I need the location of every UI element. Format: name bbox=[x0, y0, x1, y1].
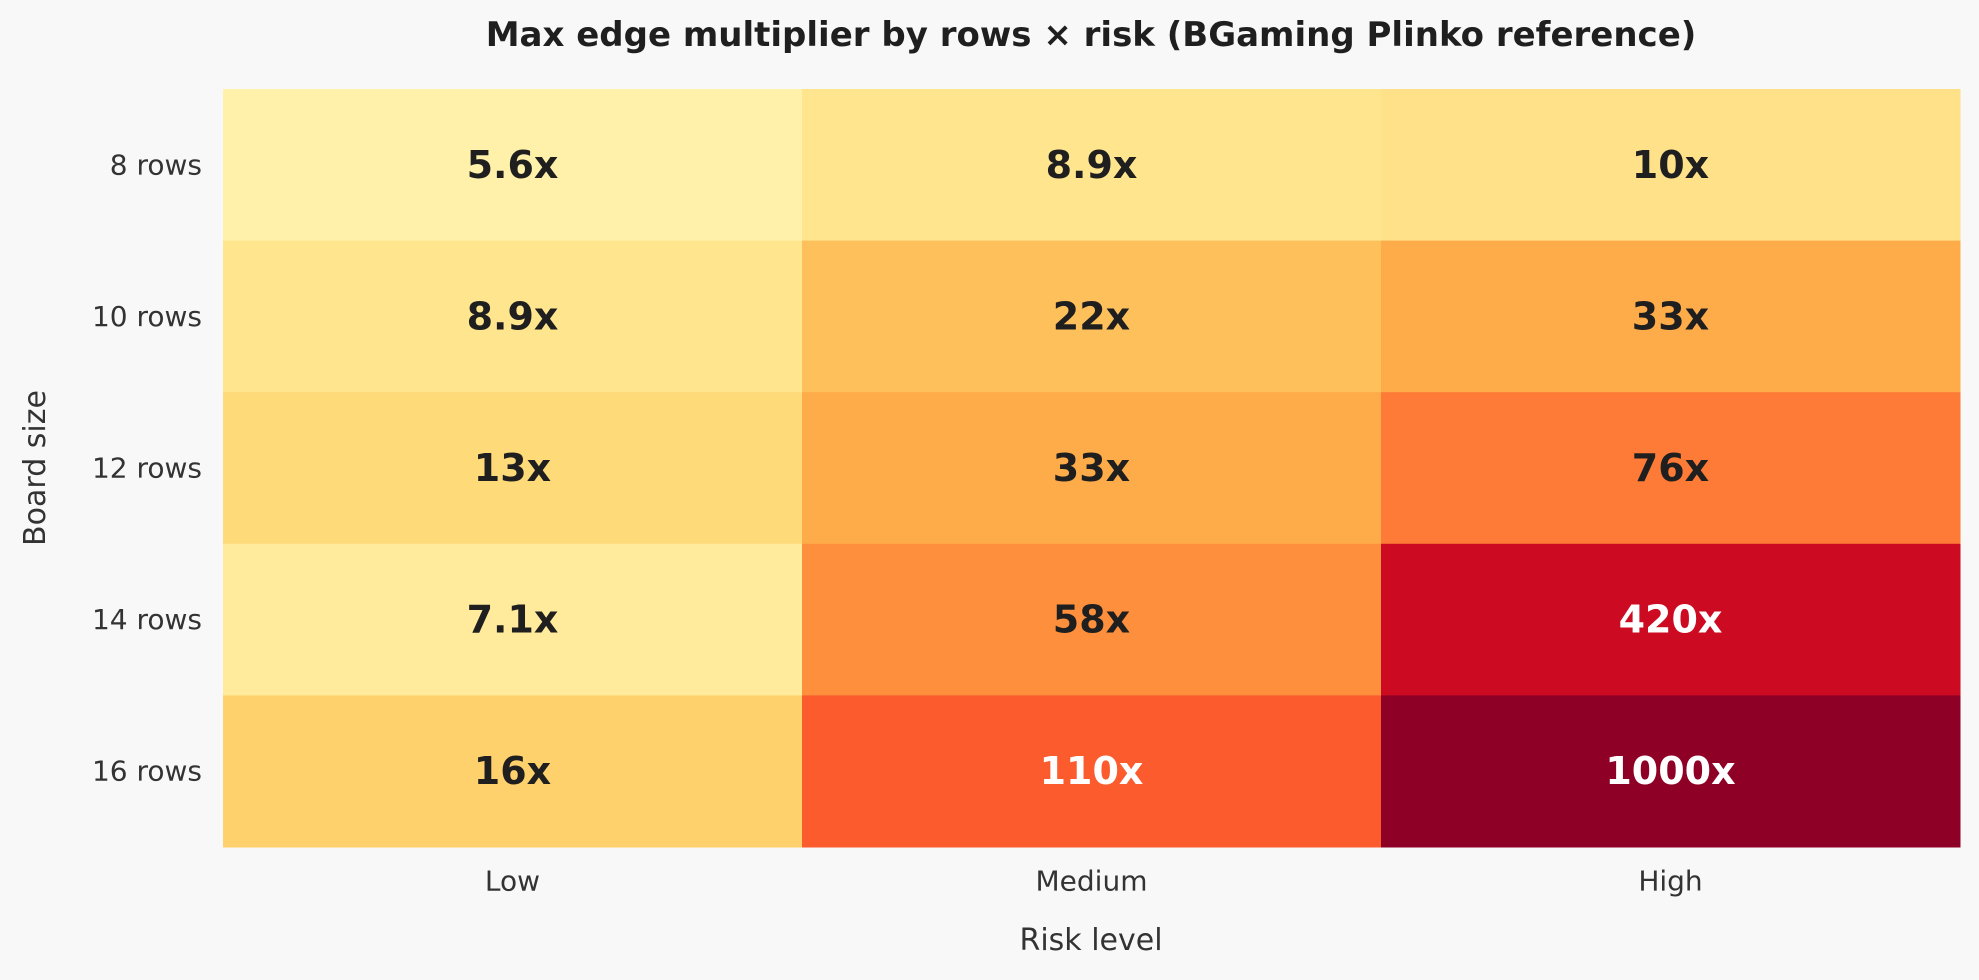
y-tick-label: 8 rows bbox=[110, 148, 202, 181]
y-axis-label: Board size bbox=[18, 390, 53, 546]
heatmap-cell-label: 22x bbox=[1053, 294, 1130, 338]
heatmap-cell bbox=[223, 695, 803, 848]
heatmap-cell bbox=[802, 392, 1382, 545]
heatmap-cell-label: 33x bbox=[1053, 446, 1130, 490]
heatmap-cell bbox=[802, 543, 1382, 696]
heatmap-cell-label: 13x bbox=[474, 446, 551, 490]
y-axis-tick-labels: 8 rows 10 rows 12 rows 14 rows 16 rows bbox=[92, 148, 202, 787]
chart-title: Max edge multiplier by rows × risk (BGam… bbox=[486, 15, 1697, 55]
heatmap-cell-label: 16x bbox=[474, 749, 551, 793]
x-tick-label: Medium bbox=[1036, 865, 1148, 898]
heatmap-cell-label: 8.9x bbox=[1046, 143, 1138, 187]
heatmap-cell bbox=[1381, 392, 1961, 545]
x-tick-label: High bbox=[1638, 865, 1702, 898]
y-tick-label: 12 rows bbox=[92, 452, 202, 485]
heatmap-cell bbox=[1381, 89, 1961, 242]
heatmap-cell-label: 420x bbox=[1619, 598, 1723, 642]
heatmap-cell bbox=[1381, 695, 1961, 848]
heatmap-cell-label: 76x bbox=[1632, 446, 1709, 490]
heatmap-cell bbox=[223, 543, 803, 696]
heatmap-cell-label: 110x bbox=[1040, 749, 1144, 793]
heatmap-cell bbox=[802, 695, 1382, 848]
y-tick-label: 14 rows bbox=[92, 603, 202, 636]
heatmap-cell-label: 58x bbox=[1053, 598, 1130, 642]
y-tick-label: 10 rows bbox=[92, 300, 202, 333]
heatmap-cell bbox=[1381, 543, 1961, 696]
heatmap-cell-label: 33x bbox=[1632, 294, 1709, 338]
heatmap-cell-label: 1000x bbox=[1605, 749, 1735, 793]
heatmap-cell-label: 8.9x bbox=[467, 294, 559, 338]
heatmap-cell-label: 7.1x bbox=[467, 598, 559, 642]
heatmap-cell bbox=[802, 89, 1382, 242]
heatmap-cells: 5.6x 8.9x 10x 8.9x 22x 33x 13x 33x 76x 7.1x 58x 420… bbox=[223, 89, 1961, 848]
x-axis-label: Risk level bbox=[1019, 923, 1162, 958]
x-axis-tick-labels: Low Medium High bbox=[485, 865, 1703, 898]
heatmap-cell bbox=[223, 392, 803, 545]
heatmap-cell bbox=[223, 240, 803, 393]
heatmap-cell-label: 10x bbox=[1632, 143, 1709, 187]
heatmap-cell bbox=[223, 89, 803, 242]
heatmap-cell bbox=[1381, 240, 1961, 393]
heatmap-cell bbox=[802, 240, 1382, 393]
y-tick-label: 16 rows bbox=[92, 755, 202, 788]
x-tick-label: Low bbox=[485, 865, 540, 898]
heatmap-cell-label: 5.6x bbox=[467, 143, 559, 187]
